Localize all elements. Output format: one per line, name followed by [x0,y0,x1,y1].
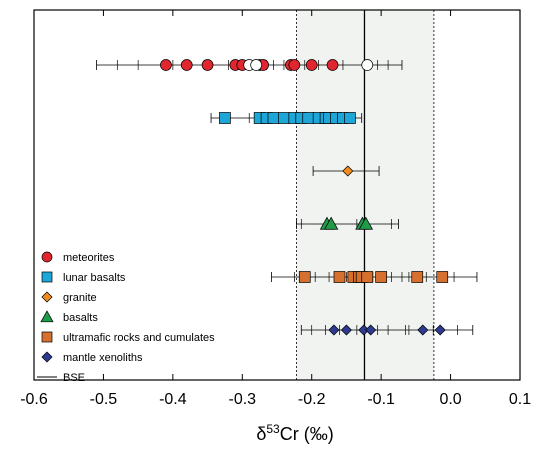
data-point [302,112,315,124]
data-point [298,271,311,283]
x-tick-label: -0.6 [20,391,48,408]
data-point [436,271,449,283]
legend-label: basalts [63,312,98,324]
x-tick-label: -0.2 [298,391,326,408]
data-point [333,271,346,283]
plot-background [34,10,520,380]
series-granite-points [342,165,354,177]
x-tick-label: 0.0 [439,391,461,408]
data-point [365,324,377,336]
series-ultramafic-rocks-and-cumulates-points [298,271,449,283]
x-tick-label: -0.5 [90,391,118,408]
data-point [288,59,301,71]
series-meteorites-points [160,59,374,71]
legend-item-meteorites: meteorites [41,251,115,264]
series-basalts-points [319,216,374,230]
legend-item-basalts: basalts [40,310,98,324]
legend-symbol [41,331,53,343]
legend-label: meteorites [63,252,115,264]
data-point [328,324,340,336]
data-point [160,59,172,71]
data-point [411,271,424,283]
data-point [278,112,290,124]
data-point [361,271,374,283]
data-point [342,165,354,177]
data-point [326,59,339,71]
data-point [219,112,231,124]
x-tick-label: 0.1 [509,391,531,408]
legend-item-mantle-xenoliths: mantle xenoliths [41,351,143,364]
bse-band [296,10,434,380]
data-point [267,112,280,124]
data-point [180,59,193,71]
data-point-open [250,59,263,71]
series-lunar-basalts-points [219,112,356,124]
data-point [358,216,374,230]
x-axis-label: δ53Cr (‰) [256,422,333,444]
legend-label: BSE [63,372,85,384]
legend-label: lunar basalts [63,272,126,284]
plot-frame [33,9,521,381]
legend-item-bse: BSE [37,372,85,384]
data-point [340,324,352,336]
legend-symbol [41,291,53,303]
legend-item-ultramafic-rocks-and-cumulates: ultramafic rocks and cumulates [41,331,215,344]
x-tick-label: -0.3 [228,391,256,408]
data-point [305,59,318,71]
data-point [201,59,214,71]
legend-label: mantle xenoliths [63,352,143,364]
data-point [417,324,429,336]
legend-symbol [41,271,53,283]
data-point [434,324,446,336]
x-tick-label: -0.1 [367,391,395,408]
legend-label: ultramafic rocks and cumulates [63,332,215,344]
legend-item-granite: granite [41,291,97,304]
legend-item-lunar-basalts: lunar basalts [41,271,126,284]
x-tick-label: -0.4 [159,391,187,408]
legend-symbol [41,251,53,263]
series-mantle-xenoliths-points [328,324,446,336]
data-point [344,112,356,124]
data-point [323,216,339,230]
data-point [375,271,387,283]
legend-symbol [41,351,53,363]
legend-label: granite [63,292,97,304]
data-point-open [361,59,374,71]
legend-symbol [40,310,54,323]
